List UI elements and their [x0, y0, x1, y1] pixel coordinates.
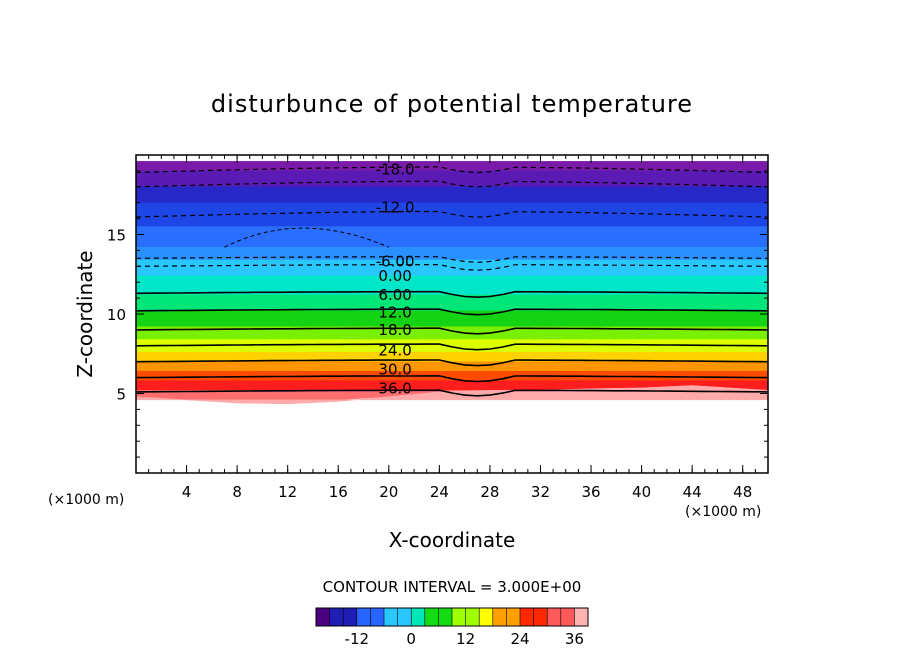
x-tick-label: 44 — [683, 483, 702, 501]
contour-line — [136, 375, 768, 383]
colorbar-cell — [343, 608, 358, 626]
colorbar-tick-label: 36 — [565, 630, 584, 648]
colorbar-cell — [424, 608, 439, 626]
contour-line — [224, 227, 389, 248]
contour-lines — [136, 166, 768, 397]
colorbar-cell — [452, 608, 467, 626]
contour-label: -6.00 — [376, 253, 415, 271]
colorbar-cell — [479, 608, 494, 626]
contour-label: 18.0 — [378, 321, 411, 339]
x-axis-ticks: 4 8 12 16 20 24 28 32 36 40 44 48 — [148, 155, 756, 501]
contour-line — [136, 308, 768, 316]
colorbar-cell — [329, 608, 344, 626]
colorbar-tick-label: -12 — [345, 630, 370, 648]
contour-line — [136, 166, 768, 174]
contour-line — [136, 180, 768, 188]
colorbar-cell — [438, 608, 453, 626]
colorbar-cell — [316, 608, 331, 626]
contour-label: 12.0 — [378, 303, 411, 321]
colorbar-cell — [547, 608, 562, 626]
colorbar-cell — [397, 608, 412, 626]
contour-label: 30.0 — [378, 361, 411, 379]
x-tick-label: 36 — [581, 483, 600, 501]
x-tick-label: 40 — [632, 483, 651, 501]
x-tick-label: 16 — [329, 483, 348, 501]
contour-band — [136, 226, 768, 248]
colorbar-cell — [370, 608, 385, 626]
contour-interval-label: CONTOUR INTERVAL = 3.000E+00 — [323, 578, 582, 596]
contour-band — [136, 186, 768, 203]
colorbar-cell — [574, 608, 589, 626]
colorbar-cell — [520, 608, 535, 626]
y-tick-label: 5 — [116, 386, 126, 404]
y-axis-label: Z-coordinate — [73, 250, 97, 377]
y-axis-ticks: 5 10 15 — [107, 170, 768, 458]
colorbar-cell — [492, 608, 507, 626]
contour-label: -18.0 — [376, 160, 415, 178]
colorbar-tick-label: 0 — [406, 630, 416, 648]
x-tick-label: 28 — [480, 483, 499, 501]
x-tick-label: 48 — [733, 483, 752, 501]
contour-line — [136, 264, 768, 271]
contour-label: 36.0 — [378, 380, 411, 398]
x-tick-label: 20 — [379, 483, 398, 501]
colorbar-ticks: -12 0 12 24 36 — [345, 630, 584, 648]
x-tick-label: 8 — [232, 483, 242, 501]
colorbar-cell — [560, 608, 575, 626]
chart-title: disturbunce of potential temperature — [211, 90, 693, 118]
colorbar-frame — [315, 607, 589, 627]
colorbar-tick-label: 24 — [510, 630, 529, 648]
contour-band — [136, 294, 768, 312]
x-tick-label: 32 — [531, 483, 550, 501]
colorbar-tick-label: 12 — [456, 630, 475, 648]
contour-line — [136, 359, 768, 367]
x-axis-label: X-coordinate — [389, 528, 516, 552]
contour-label: 6.00 — [378, 286, 411, 304]
contour-line — [136, 256, 768, 263]
contour-line — [136, 389, 768, 397]
colorbar-cell — [533, 608, 548, 626]
colorbar-cell — [356, 608, 371, 626]
contour-line — [136, 343, 768, 351]
y-unit-label: (×1000 m) — [48, 492, 124, 508]
contour-label: -12.0 — [376, 198, 415, 216]
x-unit-label: (×1000 m) — [685, 504, 761, 520]
colorbar-cell — [465, 608, 480, 626]
contour-field — [136, 161, 768, 405]
contour-label: 24.0 — [378, 342, 411, 360]
x-tick-label: 12 — [278, 483, 297, 501]
contour-line — [136, 327, 768, 335]
colorbar-cell — [411, 608, 426, 626]
contour-line — [136, 290, 768, 299]
x-tick-label: 4 — [182, 483, 192, 501]
colorbar-cell — [384, 608, 399, 626]
y-tick-label: 15 — [107, 227, 126, 245]
x-tick-label: 24 — [430, 483, 449, 501]
colorbar-cell — [506, 608, 521, 626]
colorbar — [315, 607, 589, 627]
contour-band — [136, 310, 768, 327]
contour-line — [136, 210, 768, 218]
contour-label: 0.00 — [378, 267, 411, 285]
y-tick-label: 10 — [107, 306, 126, 324]
